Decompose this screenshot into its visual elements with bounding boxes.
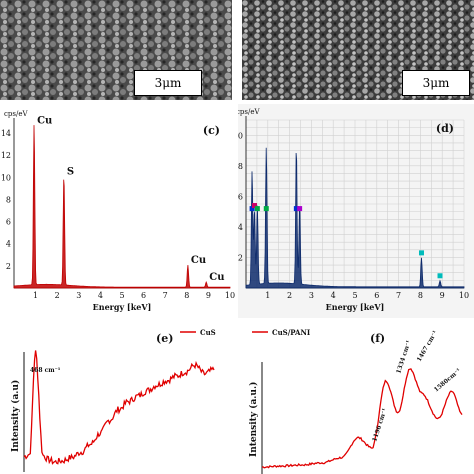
- peak-annotation: 1580cm⁻¹: [433, 367, 463, 393]
- y-tick-label: 6: [6, 218, 11, 227]
- element-marker: [263, 206, 269, 212]
- element-marker: [254, 206, 260, 212]
- y-tick-label: 8: [238, 162, 243, 171]
- y-tick-label: 2: [6, 262, 11, 271]
- element-marker: [437, 273, 443, 279]
- x-tick-label: 4: [331, 291, 336, 300]
- x-tick-label: 2: [287, 291, 292, 300]
- x-tick-label: 10: [225, 291, 235, 300]
- x-tick-label: 4: [98, 291, 103, 300]
- panel-label: (c): [203, 124, 220, 137]
- unit-label: cps/eV: [238, 108, 260, 116]
- panel-label: (d): [436, 122, 454, 135]
- x-axis-label: Energy [keV]: [326, 302, 385, 312]
- raman-panel-f: Intensity (a.u.) (f) CuS/PANI 1196 cm⁻¹ 1334…: [240, 322, 474, 474]
- x-tick-label: 8: [418, 291, 423, 300]
- x-tick-label: 6: [141, 291, 146, 300]
- scale-bar-right: 3μm: [402, 70, 470, 96]
- x-tick-label: 8: [184, 291, 189, 300]
- panel-label: (e): [156, 332, 173, 345]
- peak-label: Cu: [191, 255, 206, 266]
- peak-annotation: 468 cm⁻¹: [30, 367, 61, 374]
- sem-image-left: 3μm: [0, 0, 232, 100]
- raman-trace: [261, 368, 463, 469]
- element-marker: [252, 203, 258, 209]
- x-tick-label: 9: [440, 291, 445, 300]
- y-tick-label: 8: [6, 195, 11, 204]
- y-tick-label: 4: [6, 240, 11, 249]
- y-tick-label: 10: [238, 131, 243, 140]
- x-axis-label: Energy [keV]: [93, 302, 152, 312]
- peak-annotation: 1467 cm⁻¹: [416, 329, 440, 363]
- peak-label: S: [67, 166, 74, 177]
- y-axis-label: Intensity (a.u.): [248, 382, 259, 457]
- legend-label: CuS/PANI: [272, 328, 310, 337]
- y-tick-label: 4: [238, 223, 243, 232]
- unit-label: cps/eV: [4, 110, 28, 118]
- peak-label: Cu: [37, 115, 52, 126]
- legend-label: CuS: [200, 328, 216, 337]
- x-tick-label: 6: [374, 291, 379, 300]
- x-tick-label: 7: [396, 291, 401, 300]
- x-tick-label: 2: [55, 291, 60, 300]
- x-tick-label: 3: [76, 291, 81, 300]
- y-tick-label: 12: [1, 151, 11, 160]
- eds-panel-c: 1 2 3 4 5 6 7 8 9 10 2 4 6 8 10 12 14 cps/eV Energy [keV]…: [0, 104, 236, 318]
- scale-bar-left: 3μm: [134, 70, 202, 96]
- panel-label: (f): [370, 332, 385, 345]
- x-tick-label: 9: [206, 291, 211, 300]
- element-marker: [418, 250, 424, 256]
- y-tick-label: 6: [238, 192, 243, 201]
- eds-panel-d: 1 2 3 4 5 6 7 8 9 10 2 4 6 8 10 cps/eV Energy [keV] (d): [238, 104, 474, 318]
- peak-annotation: 1196 cm⁻¹: [371, 407, 388, 442]
- x-tick-label: 5: [352, 291, 357, 300]
- x-tick-label: 10: [459, 291, 469, 300]
- x-tick-label: 1: [33, 291, 38, 300]
- element-marker: [293, 206, 299, 212]
- x-tick-label: 1: [265, 291, 270, 300]
- element-marker: [297, 206, 303, 212]
- y-tick-label: 2: [238, 253, 243, 262]
- y-axis-label: Intensity (a.u): [10, 380, 21, 452]
- raman-trace: [23, 350, 215, 465]
- x-tick-label: 7: [163, 291, 168, 300]
- spectrum-trace: [13, 125, 231, 289]
- x-tick-label: 3: [309, 291, 314, 300]
- spectrum-trace: [245, 147, 465, 289]
- element-marker: [249, 206, 255, 212]
- x-tick-label: 5: [119, 291, 124, 300]
- y-tick-label: 14: [1, 129, 11, 138]
- raman-panel-e: Intensity (a.u) (e) CuS 468 cm⁻¹: [0, 322, 234, 474]
- peak-label: Cu: [209, 272, 224, 283]
- y-tick-label: 10: [1, 173, 11, 182]
- eds-chart-d: 1 2 3 4 5 6 7 8 9 10 2 4 6 8 10 cps/eV Energy [keV] (d): [238, 108, 469, 312]
- raman-chart-e: Intensity (a.u) (e) CuS 468 cm⁻¹: [10, 328, 216, 472]
- sem-image-right: 3μm: [242, 0, 474, 100]
